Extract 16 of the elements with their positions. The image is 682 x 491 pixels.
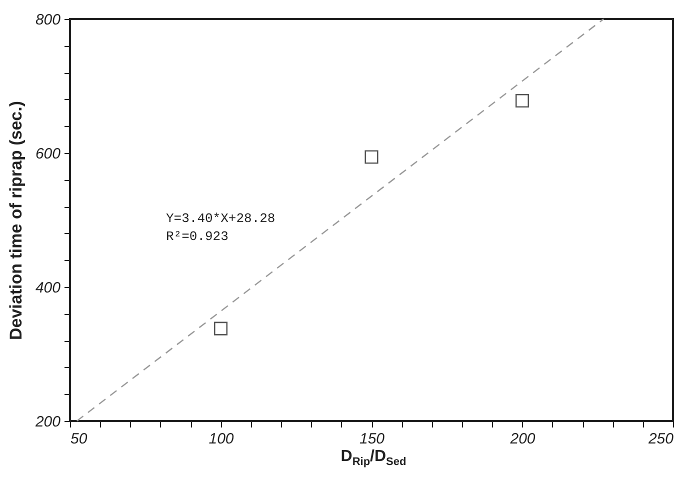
y-tick-label: 600 [35,146,62,162]
y-tick-label: 400 [35,280,62,296]
x-tick-label: 50 [70,430,88,448]
y-tick-label: 200 [34,414,62,430]
x-tick-label: 250 [647,430,674,448]
x-tick-label: 100 [208,430,234,448]
annotation: Y=3.40*X+28.28 [166,211,276,226]
point [515,94,530,108]
point [364,150,378,164]
x-tick-label: 150 [359,430,386,448]
annotation: R²=0.923 [166,229,228,244]
x-tick-label: 200 [509,430,536,448]
x-axis-title: D$_{Rip}$/D$_{Sed}$ [340,448,408,468]
y-tick-label: 800 [35,12,62,28]
point [214,322,228,336]
y-axis-title: Deviation time of riprap (sec.) [6,101,26,340]
